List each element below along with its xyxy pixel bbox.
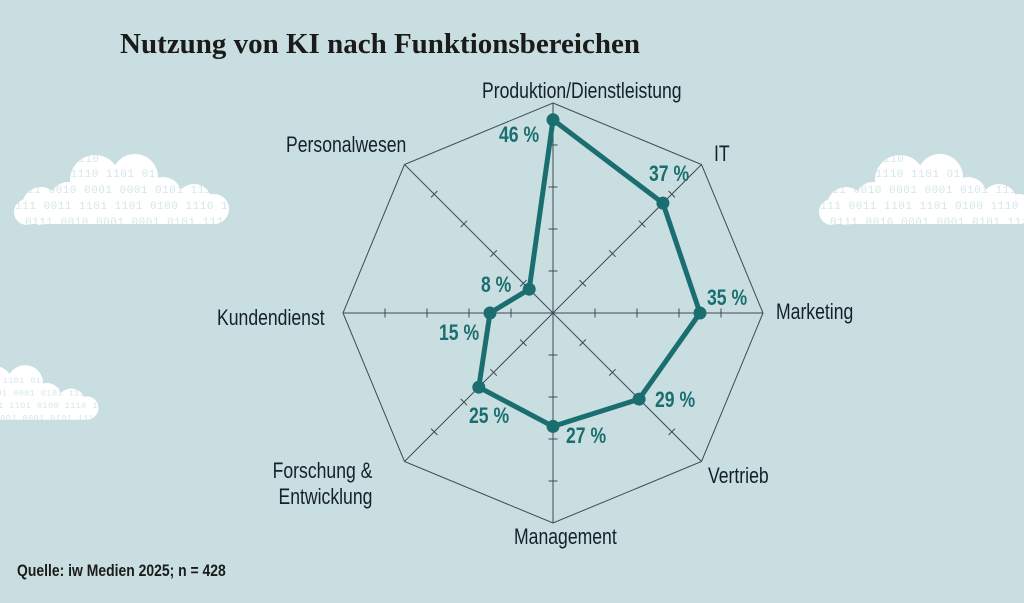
svg-text:1101 0: 1101 0: [961, 152, 1004, 164]
svg-text:0100 1110 1101 01 0010 0: 0100 1110 1101 01 0010 0: [840, 169, 1010, 181]
svg-text:1111 0011 1101 1101 0100 1110: 1111 0011 1101 1101 0100 1110 1101 0111 …: [8, 201, 356, 213]
svg-text:0111 0010 0001 0001 0101 1111: 0111 0010 0001 0001 0101 1111 0011 1101: [0, 414, 155, 424]
svg-text:0111 0010 0001 0001 0101 1111: 0111 0010 0001 0001 0101 1111 0011 1101 …: [13, 185, 304, 197]
svg-text:1110: 1110: [876, 154, 904, 166]
svg-text:0111 0010 0001 0001 0101 1111: 0111 0010 0001 0001 0101 1111 0011 1101: [830, 217, 1024, 229]
svg-text:1101 0111 0 1010001 0001: 1101 0111 0 1010001 0001: [45, 249, 215, 261]
svg-text:0111 0010 0001 0001 0101 1111: 0111 0010 0001 0001 0101 1111 0011 1101 …: [0, 389, 157, 399]
svg-text:1101 0: 1101 0: [156, 152, 199, 164]
svg-text:1110: 1110: [71, 154, 99, 166]
svg-text:0100 1110 1101 01 0010 0: 0100 1110 1101 01 0010 0: [35, 169, 205, 181]
svg-text:1 0011 1101 1101 0100 1110 110: 1 0011 1101 1101 0100 1110 1101 0111: [31, 233, 287, 245]
svg-text:1101 0: 1101 0: [42, 363, 75, 373]
svg-text:0111 0010 0001 0001 0101 1111: 0111 0010 0001 0001 0101 1111 0011 1101: [25, 217, 302, 229]
svg-text:0100 1110 1101 01 0010 0: 0100 1110 1101 01 0010 0: [0, 376, 80, 386]
svg-text:1 0011 1101 1101 0100 1110 110: 1 0011 1101 1101 0100 1110 1101 0111: [0, 426, 143, 436]
svg-text:1101 0111 0 1010001 0001: 1101 0111 0 1010001 0001: [0, 438, 88, 448]
svg-text:1111 0011 1101 1101 0100 1110: 1111 0011 1101 1101 0100 1110 1101 0111 …: [813, 201, 1024, 213]
svg-text:0111 0010 0001 0001 0101 1111: 0111 0010 0001 0001 0101 1111 0011 1101 …: [818, 185, 1024, 197]
svg-text:1111 0011 1101 1101 0100 1110: 1111 0011 1101 1101 0100 1110 1101 0111 …: [0, 401, 197, 411]
svg-text:1 0011 1101 1101 0100 1110 110: 1 0011 1101 1101 0100 1110 1101 0111: [836, 233, 1024, 245]
svg-text:1101 0111 0 1010001 0001: 1101 0111 0 1010001 0001: [850, 249, 1020, 261]
